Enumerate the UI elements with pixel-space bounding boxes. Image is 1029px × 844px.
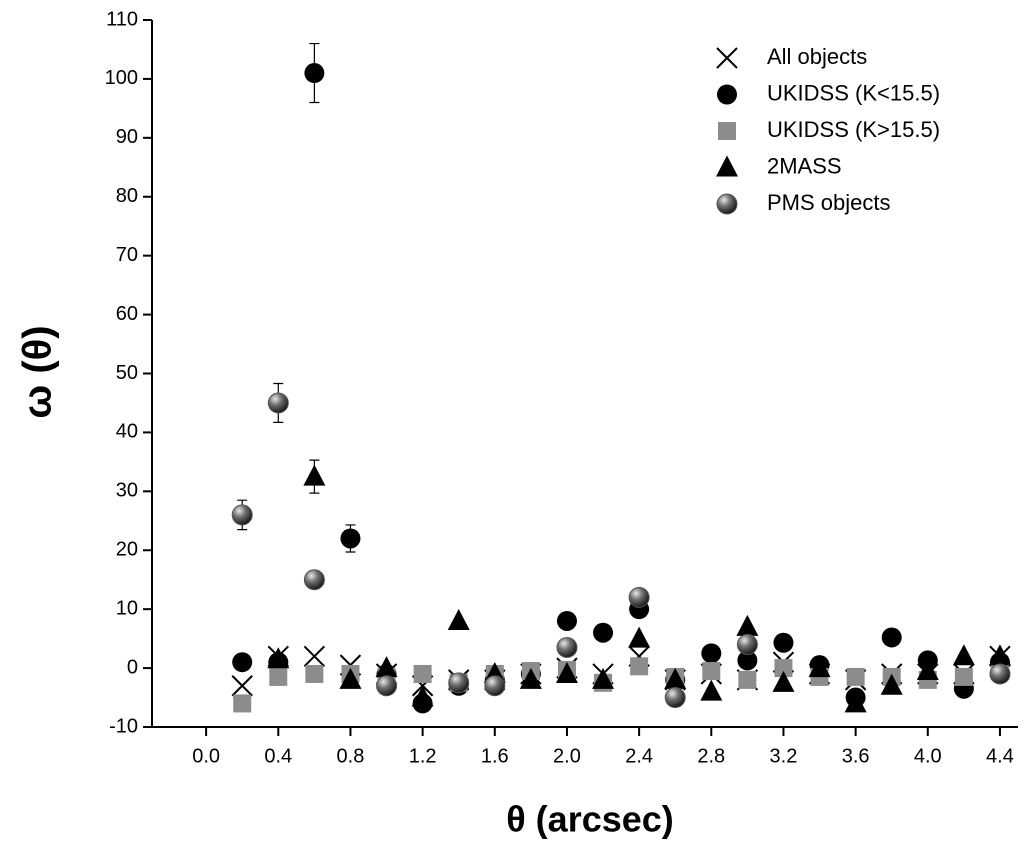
x-tick-label: 3.2 <box>770 745 798 767</box>
x-tick-label: 0.4 <box>264 745 292 767</box>
sphere-marker <box>664 687 686 709</box>
sphere-marker <box>376 675 398 697</box>
triangle-marker <box>736 614 759 636</box>
x-tick-label: 1.6 <box>481 745 509 767</box>
y-tick-label: 30 <box>116 480 138 502</box>
circle-marker <box>701 643 722 664</box>
x-tick-label: 2.4 <box>625 745 653 767</box>
circle-marker <box>556 610 577 631</box>
triangle-marker <box>664 667 687 689</box>
x-tick-label: 3.6 <box>842 745 870 767</box>
triangle-marker <box>952 644 975 666</box>
circle-marker <box>881 627 902 648</box>
square-marker <box>702 662 721 681</box>
triangle-marker <box>880 673 903 695</box>
x-tick-label: 2.8 <box>697 745 725 767</box>
triangle-marker <box>916 659 939 681</box>
y-tick-label: 60 <box>116 303 138 325</box>
triangle-marker <box>375 656 398 678</box>
y-tick-label: 20 <box>116 539 138 561</box>
triangle-marker <box>700 679 723 701</box>
sphere-marker <box>556 636 578 658</box>
sphere-marker <box>484 675 506 697</box>
legend-label: UKIDSS (K>15.5) <box>767 117 940 142</box>
triangle-marker <box>303 464 326 486</box>
x-tick-label: 4.0 <box>914 745 942 767</box>
y-tick-label: 70 <box>116 244 138 266</box>
square-marker <box>774 659 793 678</box>
triangle-marker <box>988 644 1011 666</box>
triangle-marker <box>844 691 867 713</box>
sphere-marker <box>448 672 470 694</box>
y-axis-label: ω (θ) <box>16 325 60 418</box>
triangle-marker <box>555 661 578 683</box>
square-marker <box>269 667 288 686</box>
sphere-marker <box>628 586 650 608</box>
x-tick-label: 0.8 <box>337 745 365 767</box>
triangle-marker <box>411 685 434 707</box>
legend-label: UKIDSS (K<15.5) <box>767 80 940 105</box>
circle-marker <box>340 528 361 549</box>
circle-marker <box>773 632 794 653</box>
sphere-marker <box>989 663 1011 685</box>
y-tick-label: 90 <box>116 126 138 148</box>
circle-marker <box>304 63 325 84</box>
x-marker <box>716 47 738 69</box>
triangle-marker <box>716 155 738 177</box>
y-tick-label: 100 <box>105 67 138 89</box>
sphere-marker <box>231 504 253 526</box>
circle-marker <box>232 652 253 673</box>
square-marker <box>233 694 252 713</box>
circle-marker <box>717 84 737 105</box>
y-tick-label: 10 <box>116 597 138 619</box>
legend-label: All objects <box>767 44 867 69</box>
square-marker <box>305 664 324 683</box>
x-tick-label: 1.2 <box>409 745 437 767</box>
triangle-marker <box>339 667 362 689</box>
x-marker <box>303 645 326 668</box>
square-marker <box>738 670 757 689</box>
triangle-marker <box>592 667 615 689</box>
legend-label: PMS objects <box>767 190 891 215</box>
y-tick-label: 40 <box>116 421 138 443</box>
x-tick-label: 4.4 <box>986 745 1014 767</box>
y-tick-label: 0 <box>127 656 138 678</box>
y-tick-label: 50 <box>116 362 138 384</box>
triangle-marker <box>267 647 290 669</box>
x-tick-label: 0.0 <box>192 745 220 767</box>
square-marker <box>718 122 736 140</box>
triangle-marker <box>772 670 795 692</box>
square-marker <box>954 667 973 686</box>
triangle-marker <box>628 626 651 648</box>
square-marker <box>413 664 432 683</box>
x-axis-label: θ (arcsec) <box>506 799 674 840</box>
legend-label: 2MASS <box>767 153 842 178</box>
sphere-marker <box>303 569 325 591</box>
x-tick-label: 2.0 <box>553 745 581 767</box>
y-tick-label: 110 <box>106 8 138 30</box>
square-marker <box>846 667 865 686</box>
x-marker <box>231 675 253 697</box>
square-marker <box>630 657 649 676</box>
triangle-marker <box>519 667 542 689</box>
triangle-marker <box>808 656 831 678</box>
circle-marker <box>737 650 758 671</box>
y-tick-label: -10 <box>109 715 138 737</box>
y-tick-label: 80 <box>116 185 138 207</box>
sphere-marker <box>267 392 289 414</box>
sphere-marker <box>736 634 758 656</box>
triangle-marker <box>447 608 470 630</box>
sphere-marker <box>716 193 738 215</box>
circle-marker <box>593 622 614 643</box>
